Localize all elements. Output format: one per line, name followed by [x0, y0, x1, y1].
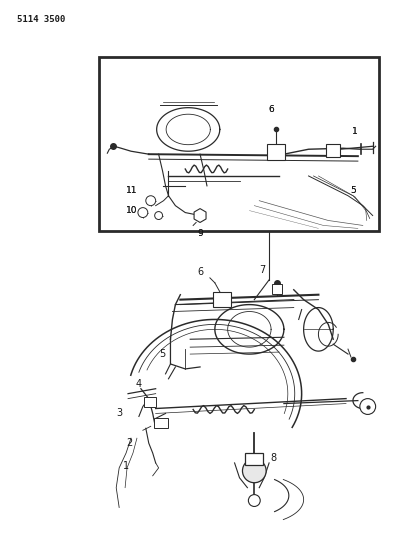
Bar [326, 144, 340, 157]
Text: 11: 11 [126, 187, 138, 195]
Circle shape [146, 196, 156, 206]
Text: 5: 5 [160, 349, 166, 359]
Bar [213, 292, 231, 306]
Bar [154, 418, 169, 429]
Bar [100, 57, 379, 231]
Text: 3: 3 [116, 408, 122, 418]
Text: 10: 10 [126, 206, 138, 215]
Bar [267, 144, 285, 160]
Text: 5: 5 [350, 187, 356, 195]
Text: 1: 1 [352, 127, 358, 136]
Text: 11: 11 [126, 187, 138, 195]
Bar [246, 453, 263, 465]
Circle shape [360, 399, 376, 415]
Text: 1: 1 [123, 461, 129, 471]
Text: 10: 10 [126, 206, 138, 215]
Text: 9: 9 [197, 229, 203, 238]
Text: 1: 1 [352, 127, 358, 136]
Text: 4: 4 [136, 379, 142, 389]
Text: 7: 7 [259, 265, 265, 275]
Circle shape [138, 208, 148, 217]
Text: 9: 9 [197, 229, 203, 238]
Text: 6: 6 [268, 105, 274, 114]
Bar [144, 397, 156, 407]
Text: 5114 3500: 5114 3500 [17, 14, 65, 23]
Text: 6: 6 [268, 105, 274, 114]
Text: 2: 2 [126, 438, 132, 448]
Bar [272, 284, 282, 294]
Text: 8: 8 [270, 453, 276, 463]
Circle shape [248, 495, 260, 506]
Text: 6: 6 [197, 267, 203, 277]
Text: 5: 5 [350, 187, 356, 195]
Circle shape [155, 212, 162, 220]
Circle shape [242, 459, 266, 483]
